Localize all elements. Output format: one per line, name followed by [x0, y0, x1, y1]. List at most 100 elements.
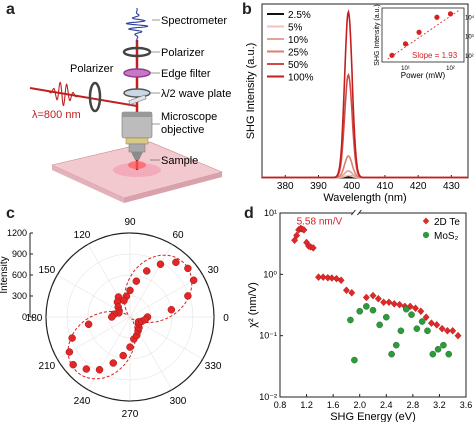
beam-splitter-icon — [128, 94, 147, 106]
polar-point — [82, 365, 91, 373]
angle-label: 210 — [39, 361, 56, 372]
x-tick-label: 1.2 — [300, 400, 313, 410]
legend-label: 25% — [288, 48, 308, 59]
x-tick-label: 2.8 — [407, 400, 420, 410]
radial-tick-label: 0 — [22, 312, 27, 322]
polar-point — [141, 315, 149, 324]
label-objective-1: Microscope — [161, 111, 217, 123]
panel-c-letter: c — [6, 205, 15, 222]
label-sample: Sample — [161, 155, 198, 167]
te-point — [315, 273, 322, 281]
polar-chart: 0 30 60 90 120 150 180 210 240 270 300 330 0 300 600 90… — [0, 217, 229, 420]
inset-point — [402, 41, 409, 47]
mos2-point — [413, 325, 421, 332]
te-point — [328, 274, 336, 282]
legend-mos2-marker — [422, 231, 430, 239]
radial-tick-label: 1200 — [7, 228, 27, 238]
angle-label: 330 — [205, 361, 222, 372]
angle-label: 30 — [208, 265, 220, 276]
te-point — [385, 298, 393, 307]
y-axis-label: χ² (nm/V) — [247, 282, 259, 328]
inset-x-tick-label: 10² — [446, 66, 455, 72]
polar-grid-spoke — [87, 316, 131, 390]
mos2-point — [363, 303, 370, 310]
polar-point — [126, 286, 134, 295]
polar-point — [65, 348, 74, 356]
legend-label: 2.5% — [288, 10, 311, 21]
legend-te-label: 2D Te — [434, 217, 460, 228]
legend-label: 10% — [288, 35, 308, 46]
inset-point — [434, 14, 440, 20]
x-tick-label: 2.4 — [380, 400, 393, 410]
angle-label: 270 — [122, 409, 139, 420]
y-tick-label: 10¹ — [264, 208, 277, 218]
panel-d-letter: d — [244, 205, 254, 222]
spectrum-line-50pct — [262, 72, 468, 179]
mos2-point — [418, 318, 426, 325]
legend-te-marker — [422, 217, 430, 225]
label-spectrometer: Spectrometer — [161, 15, 227, 27]
te-point — [337, 276, 345, 285]
polar-grid-spoke — [129, 244, 173, 318]
polar-point — [184, 264, 192, 273]
polar-point — [119, 351, 127, 360]
panel-a-letter: a — [6, 1, 15, 18]
plot-frame — [279, 212, 467, 398]
panel-b-letter: b — [242, 1, 252, 18]
wave-packet-blue — [125, 8, 149, 42]
radial-tick-label: 300 — [12, 291, 27, 301]
te-point — [300, 226, 308, 234]
angle-label: 90 — [124, 217, 136, 228]
te-point — [309, 244, 317, 252]
spectra-chart: 380 390 400 410 420 430 Wavelength (nm) SHG Int… — [245, 3, 474, 204]
polar-point — [156, 260, 165, 269]
label-polarizer-top: Polarizer — [161, 47, 205, 59]
polar-point — [143, 267, 151, 275]
te-point — [362, 293, 370, 302]
x-tick-label: 430 — [443, 181, 460, 192]
y-tick-label: 10⁻² — [259, 392, 277, 402]
x-axis-label: Wavelength (nm) — [323, 192, 406, 204]
polar-point — [68, 334, 76, 342]
x-tick-label: 380 — [277, 181, 294, 192]
x-tick-label: 400 — [343, 181, 360, 192]
inset-y-tick-label: 10² — [465, 54, 474, 60]
angle-label: 150 — [39, 265, 56, 276]
polar-point — [109, 359, 117, 367]
chi2-chart: 0.8 1.2 1.6 2.0 2.4 2.8 3.2 3.6 10¹ 10⁰ 10⁻¹ 10⁻² SH… — [247, 208, 473, 422]
setup-svg: Spectrometer Polarizer Edge filter λ/2 w… — [29, 8, 231, 203]
y-tick-label: 10⁻¹ — [259, 331, 277, 341]
mos2-point — [429, 350, 437, 358]
panel-b-spectra: b 380 390 400 410 420 430 Wavelength (nm) SHG I… — [240, 0, 474, 205]
polar-point — [84, 320, 93, 329]
x-tick-label: 3.6 — [460, 400, 473, 410]
te-point — [396, 300, 404, 309]
mos2-point — [402, 305, 410, 313]
te-point — [390, 300, 398, 308]
te-point — [417, 307, 425, 316]
radial-tick-label: 900 — [12, 249, 27, 259]
mos2-point — [356, 307, 364, 315]
x-axis-label: SHG Energy (eV) — [330, 411, 416, 422]
inset-x-label: Power (mW) — [401, 71, 446, 80]
angle-label: 300 — [170, 396, 187, 407]
mos2-point — [376, 321, 383, 329]
spectrum-line-10pct — [262, 170, 468, 179]
te-point — [443, 327, 451, 335]
mos2-point — [347, 316, 354, 324]
panel-d-chi2: d 0.8 1.2 1.6 2.0 2.4 2.8 3.2 3.6 10¹ 10⁰ 10⁻¹ 10⁻²… — [240, 205, 474, 422]
angle-label: 240 — [74, 396, 91, 407]
te-point — [438, 324, 446, 333]
radial-tick-label: 600 — [12, 270, 27, 280]
te-point — [454, 331, 462, 340]
wave-packet-red — [41, 81, 85, 107]
te-point — [332, 274, 340, 283]
te-point — [369, 291, 377, 300]
mos2-point — [382, 313, 390, 321]
label-waveplate: λ/2 wave plate — [161, 88, 231, 100]
legend-mos2-label: MoS₂ — [434, 231, 459, 242]
inset-y-label: SHG Intensity (a.u.) — [374, 4, 381, 65]
mos2-point — [388, 350, 395, 358]
inset-slope-label: Slope = 1.93 — [412, 51, 458, 60]
mos2-point — [351, 356, 358, 364]
